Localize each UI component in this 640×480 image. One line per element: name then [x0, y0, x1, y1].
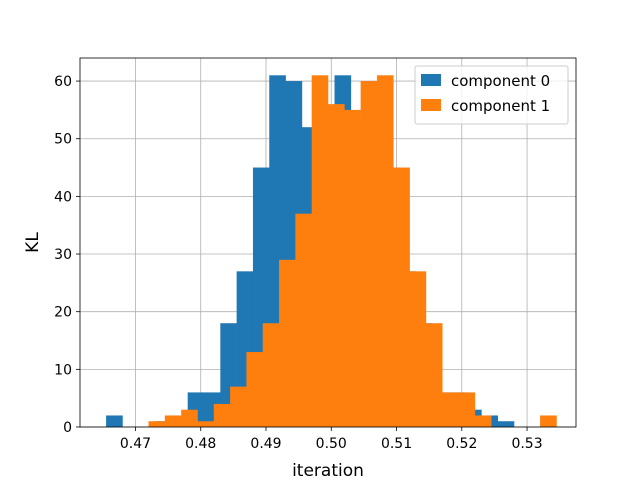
bar-component-1 [393, 167, 410, 427]
bar-component-0 [497, 421, 515, 427]
x-tick-label: 0.49 [250, 436, 281, 452]
legend-swatch-component-1 [421, 99, 441, 111]
bar-component-1 [230, 386, 247, 427]
histogram-bars [106, 75, 557, 427]
legend-label-component-0: component 0 [451, 72, 550, 90]
y-axis-label: KL [23, 232, 43, 253]
bar-component-1 [376, 75, 394, 427]
plot-frame [79, 57, 577, 428]
legend-label-component-1: component 1 [451, 97, 550, 115]
bar-component-1 [295, 213, 312, 427]
bar-component-1 [197, 421, 215, 427]
bar-component-1 [213, 403, 231, 427]
bar-component-1 [442, 392, 459, 427]
x-tick-label: 0.51 [381, 436, 412, 452]
bar-component-1 [181, 409, 198, 427]
bar-component-1 [540, 415, 557, 427]
bar-component-1 [311, 75, 329, 427]
bar-component-1 [246, 352, 264, 427]
y-tick-label: 20 [54, 305, 72, 321]
legend-swatch-component-0 [421, 74, 441, 86]
bar-component-1 [458, 392, 476, 427]
y-tick-label: 40 [54, 189, 72, 205]
y-tick-label: 30 [54, 247, 72, 263]
bar-component-1 [474, 415, 492, 427]
bar-component-0 [106, 415, 123, 427]
bar-component-1 [360, 81, 378, 427]
legend-box [414, 65, 569, 125]
bar-component-1 [164, 415, 182, 427]
x-tick-label: 0.52 [446, 436, 477, 452]
bar-component-1 [344, 109, 361, 427]
bar-component-1 [328, 104, 345, 427]
x-axis-label: iteration [292, 461, 364, 480]
series-component-1 [148, 75, 557, 427]
bar-component-1 [409, 271, 427, 427]
x-tick-label: 0.47 [120, 436, 151, 452]
y-tick-label: 50 [54, 132, 72, 148]
bar-component-1 [425, 323, 443, 427]
legend: component 0 component 1 [414, 65, 569, 125]
x-tick-label: 0.50 [316, 436, 347, 452]
y-tick-label: 10 [54, 362, 72, 378]
y-tick-label: 60 [54, 74, 72, 90]
bar-component-1 [148, 421, 166, 427]
bar-component-1 [279, 259, 296, 427]
x-tick-label: 0.53 [511, 436, 542, 452]
axis-ticks: 0.47 0.48 0.49 0.50 0.51 0.52 0.53 0 10 20 30 40 50 6… [54, 74, 542, 452]
bar-component-1 [262, 323, 280, 427]
y-tick-label: 0 [63, 420, 72, 436]
x-tick-label: 0.48 [185, 436, 216, 452]
